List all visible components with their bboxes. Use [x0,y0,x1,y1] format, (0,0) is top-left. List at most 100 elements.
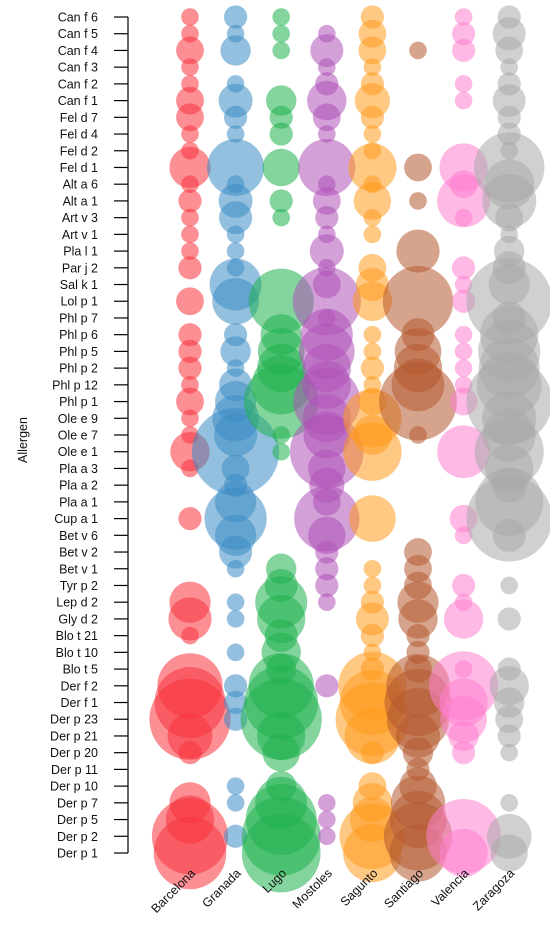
bubble-point [452,256,476,280]
y-tick-label: Sal k 1 [60,278,98,292]
y-tick-label: Phl p 7 [59,311,98,325]
bubble-point [272,8,291,26]
y-tick-label: Cup a 1 [54,512,98,526]
y-tick-label: Fel d 7 [60,111,98,125]
bubble-point [363,58,382,76]
bubble-point [272,24,291,43]
bubble-point [492,84,526,118]
bubble-point [363,208,382,227]
bubble-point [178,356,202,380]
bubble-point [398,599,438,639]
y-tick-label: Der p 11 [51,763,98,777]
bubble-point [176,387,204,416]
y-tick-label: Der p 23 [50,713,98,727]
bubble-point [404,153,432,182]
bubble-point [178,256,202,280]
bubble-point [272,442,291,461]
bubble-point [315,206,339,230]
y-tick-label: Ole e 9 [58,412,98,426]
bubble-point [272,426,291,444]
bubble-point [226,593,245,611]
y-tick-label: Der f 1 [60,696,98,710]
bubble-point [224,690,248,715]
bubble-point [181,208,199,227]
bubble-point [454,208,473,227]
bubble-point [379,362,457,441]
bubble-point [492,518,526,552]
bubble-point [343,422,402,481]
bubble-point [224,674,248,698]
y-tick-label: Der p 10 [50,780,98,794]
bubble-point [363,342,382,361]
bubble-point [178,339,202,363]
y-tick-label: Fel d 1 [60,161,98,175]
x-tick-label: Zaragoza [470,866,517,913]
bubble-point [181,242,199,260]
y-tick-label: Pla a 3 [59,462,98,476]
bubble-point [269,189,293,213]
bubble-point [272,208,291,227]
y-tick-label: Phl p 5 [59,345,98,359]
bubble-point [167,713,213,759]
bubble-point [500,58,518,76]
bubble-point [466,475,550,562]
bubble-point [224,5,248,29]
bubble-point [178,741,202,765]
y-tick-label: Blo t 10 [56,646,98,660]
bubble-point [363,576,382,595]
bubble-point [352,281,393,321]
bubble-point [169,146,211,189]
bubble-point [272,41,291,60]
bubble-point [219,201,253,235]
bubble-point [226,610,245,628]
bubble-point [500,794,518,812]
bubble-point [448,720,479,752]
y-tick-label: Can f 4 [58,44,98,58]
bubble-point [312,103,341,132]
bubble-point [181,8,199,26]
bubble-point [318,125,336,143]
bubble-point [409,192,427,210]
y-tick-label: Der p 5 [57,813,98,827]
y-tick-label: Phl p 6 [59,328,98,342]
y-tick-label: Lol p 1 [60,295,98,309]
bubble-point [309,234,344,269]
bubble-point [318,810,336,829]
bubble-point [490,834,528,872]
y-tick-label: Can f 2 [58,77,98,91]
bubble-point [358,36,387,65]
bubble-point [224,105,248,129]
bubble-point [497,607,521,631]
bubble-point [409,426,427,444]
bubble-point [178,323,202,347]
bubble-point [406,624,430,648]
y-tick-label: Ole e 7 [58,429,98,443]
bubble-point [269,105,293,129]
y-tick-label: Blo t 21 [56,629,98,643]
bubble-point [360,741,384,765]
bubble-point [452,22,476,46]
y-tick-label: Ole e 1 [58,445,98,459]
bubble-point [454,275,473,294]
bubble-point [168,597,212,641]
bubble-point [176,36,204,65]
bubble-point [219,535,253,569]
bubble-point [226,225,245,244]
bubble-point [220,336,251,367]
y-tick-label: Tyr p 2 [60,579,98,593]
bubble-point [437,425,490,479]
bubble-point [495,36,524,65]
bubble-point [500,743,518,762]
bubble-point [363,225,382,244]
bubble-point [454,325,473,344]
bubble-point [454,359,473,377]
bubble-point [308,516,346,555]
y-tick-label: Fel d 4 [60,128,98,142]
bubble-point [348,143,397,192]
y-tick-label: Lep d 2 [56,596,98,610]
bubble-point [500,576,518,595]
y-tick-label: Der p 20 [50,746,98,760]
bubble-point [181,125,199,143]
bubble-point [181,58,199,76]
